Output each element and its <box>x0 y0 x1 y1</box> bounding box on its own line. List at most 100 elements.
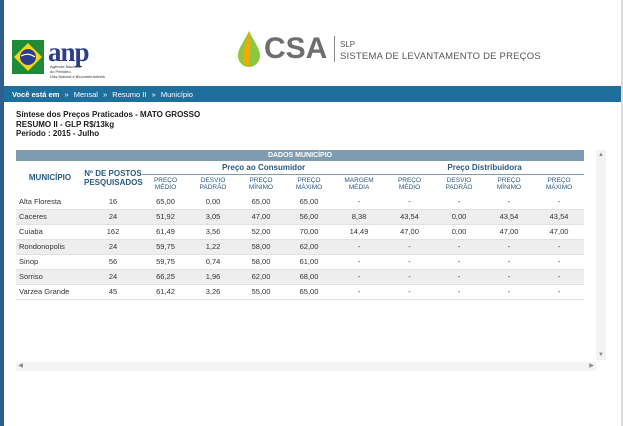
table-row: Rondonopolis 24 59,75 1,22 58,00 62,00- - - - - <box>16 239 585 255</box>
col-header-line: Nº DE POSTOS <box>84 168 142 178</box>
table-cell: - <box>534 254 585 270</box>
col-header-line: PESQUISADOS <box>84 177 143 187</box>
table-cell: - <box>434 239 484 255</box>
page-title: Síntese dos Preços Praticados - MATO GRO… <box>16 110 201 119</box>
breadcrumb-item-resumo-ii[interactable]: Resumo II <box>112 90 147 99</box>
table-cell: 56 <box>84 254 142 270</box>
table-cell: 47,00 <box>237 209 285 225</box>
table-cell: - <box>484 269 534 285</box>
table-cell: 56,00 <box>285 209 333 225</box>
report-heading: Síntese dos Preços Praticados - MATO GRO… <box>16 110 200 139</box>
table-cell: 0,00 <box>434 209 484 225</box>
table-cell: - <box>333 239 385 255</box>
scroll-right-arrow-icon[interactable]: ▶ <box>589 363 594 369</box>
table-body: Alta Floresta 16 65,00 0,00 65,00 65,00- - - - - C… <box>16 194 585 300</box>
table-cell: 52,00 <box>237 224 285 240</box>
col-header-distribuidora-8[interactable]: PREÇO MÁXIMO <box>534 174 584 194</box>
col-header-consumidor-2[interactable]: PREÇO MÍNIMO <box>237 174 285 194</box>
col-header-line: PADRÃO <box>445 184 473 192</box>
page-header: anp Agência Nacional do Petróleo, Gás Na… <box>4 0 621 86</box>
table-row: Varzea Grande 45 61,42 3,26 55,00 65,00- - - - - <box>16 284 585 300</box>
col-header-line: PREÇO <box>547 177 571 185</box>
col-header-line: MÉDIO <box>398 184 421 192</box>
table-row: Sinop 56 59,75 0,74 58,00 61,00- - - - - <box>16 254 585 270</box>
breadcrumb-lead: Você está em <box>12 90 60 99</box>
vertical-scrollbar[interactable]: ▲ ▼ <box>596 150 606 360</box>
col-header-consumidor-4[interactable]: MARGEM MÉDIA <box>333 174 385 194</box>
anp-logo-subtitle: Agência Nacional do Petróleo, Gás Natura… <box>50 64 120 79</box>
anp-subtitle-line: Agência Nacional <box>50 64 82 69</box>
table-cell: 0,00 <box>434 224 484 240</box>
anp-flag-icon <box>12 40 44 74</box>
col-header-line: PREÇO <box>497 177 521 185</box>
cell-municipio: Caceres <box>16 209 84 225</box>
table-cell: - <box>534 239 585 255</box>
col-header-distribuidora-5[interactable]: PREÇO MÉDIO <box>385 174 434 194</box>
table-cell: - <box>484 284 534 300</box>
table-cell: - <box>484 254 534 270</box>
table-cell: - <box>333 284 385 300</box>
table-cell: 43,54 <box>534 209 585 225</box>
scroll-up-arrow-icon[interactable]: ▲ <box>598 152 604 158</box>
csa-logo[interactable]: CSA SLP SISTEMA DE LEVANTAMENTO DE PREÇO… <box>236 30 566 70</box>
table-cell: - <box>333 269 385 285</box>
breadcrumb-item-mensal[interactable]: Mensal <box>73 90 98 99</box>
table-cell: 70,00 <box>285 224 333 240</box>
csa-system-abbr: SLP <box>340 40 356 49</box>
col-header-line: MÁXIMO <box>545 184 573 192</box>
table-cell: 65,00 <box>142 194 189 210</box>
table-cell: 47,00 <box>534 224 585 240</box>
table-cell: 1,96 <box>189 269 237 285</box>
table-cell: 61,00 <box>285 254 333 270</box>
csa-drop-icon <box>238 31 260 67</box>
table-row: Cuiaba 162 61,49 3,56 52,00 70,00 14,49 47,00 0,… <box>16 224 585 240</box>
table-cell: 24 <box>84 239 142 255</box>
table-cell: - <box>385 284 434 300</box>
col-header-line: PREÇO <box>249 177 273 185</box>
col-header-consumidor-0[interactable]: PREÇO MÉDIO <box>142 174 189 194</box>
anp-subtitle-line: Gás Natural e Biocombustíveis <box>50 74 105 79</box>
cell-municipio: Cuiaba <box>16 224 84 240</box>
scroll-down-arrow-icon[interactable]: ▼ <box>598 352 604 358</box>
cell-municipio: Sorriso <box>16 269 84 285</box>
table-cell: 47,00 <box>484 224 534 240</box>
window-left-border <box>0 0 4 426</box>
csa-logo-text: CSA <box>264 32 328 65</box>
col-header-municipio[interactable]: MUNICÍPIO <box>28 173 72 182</box>
table-cell: 43,54 <box>484 209 534 225</box>
col-header-line: MÉDIO <box>154 184 177 192</box>
col-header-line: MARGEM <box>344 177 374 185</box>
col-header-consumidor-1[interactable]: DESVIO PADRÃO <box>189 174 237 194</box>
results-table: DADOS MUNICÍPIO MUNICÍPIO Nº DE POSTOS P… <box>16 150 585 300</box>
table-cell: 3,26 <box>189 284 237 300</box>
table-cell: 24 <box>84 269 142 285</box>
breadcrumb-item-municipio[interactable]: Município <box>160 90 193 99</box>
table-cell: 51,92 <box>142 209 189 225</box>
table-cell: - <box>534 194 585 210</box>
col-header-line: PREÇO <box>397 177 422 185</box>
scroll-left-arrow-icon[interactable]: ◀ <box>18 363 23 369</box>
table-cell: 0,00 <box>189 194 237 210</box>
cell-municipio: Alta Floresta <box>16 194 84 210</box>
table-cell: 43,54 <box>385 209 434 225</box>
col-header-postos[interactable]: Nº DE POSTOS PESQUISADOS <box>84 161 143 194</box>
table-cell: 55,00 <box>237 284 285 300</box>
col-header-line: MÍNIMO <box>496 184 522 192</box>
group-header-distribuidora: Preço Distribuidora <box>385 161 585 175</box>
table-cell: 58,00 <box>237 239 285 255</box>
horizontal-scrollbar[interactable]: ◀ ▶ <box>16 362 596 371</box>
table-cell: - <box>434 269 484 285</box>
table-cell: 0,74 <box>189 254 237 270</box>
col-header-consumidor-3[interactable]: PREÇO MÁXIMO <box>285 174 333 194</box>
csa-system-name: SISTEMA DE LEVANTAMENTO DE PREÇOS <box>340 51 541 62</box>
cell-municipio: Varzea Grande <box>16 284 84 300</box>
col-header-distribuidora-7[interactable]: PREÇO MÍNIMO <box>484 174 534 194</box>
table-cell: 62,00 <box>285 239 333 255</box>
anp-logo[interactable]: anp Agência Nacional do Petróleo, Gás Na… <box>12 37 112 80</box>
col-header-distribuidora-6[interactable]: DESVIO PADRÃO <box>434 174 484 194</box>
table-cell: - <box>484 239 534 255</box>
table-cell: 62,00 <box>237 269 285 285</box>
table-cell: 24 <box>84 209 142 225</box>
table-title: DADOS MUNICÍPIO <box>16 150 585 161</box>
table-cell: 65,00 <box>285 194 333 210</box>
